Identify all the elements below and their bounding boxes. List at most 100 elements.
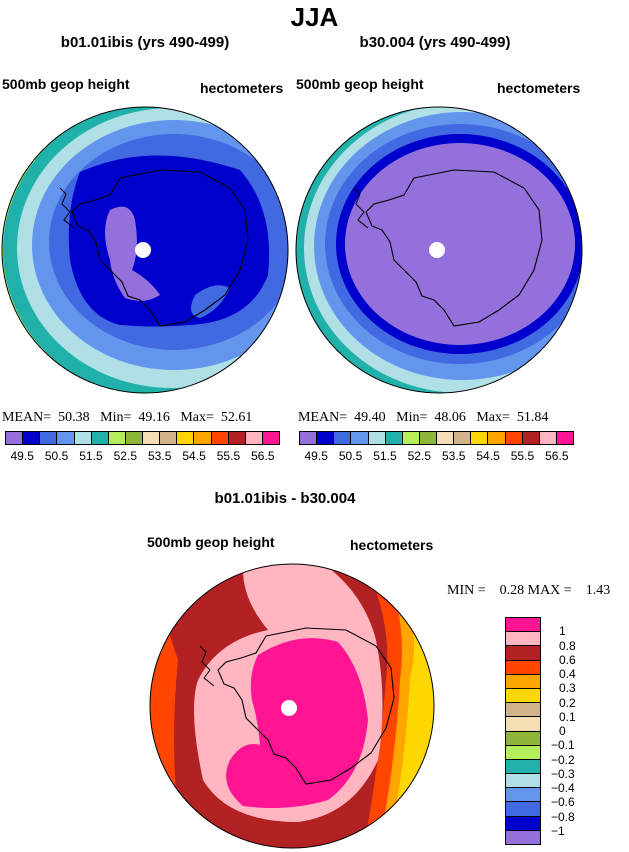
colorbar-swatch <box>108 432 126 444</box>
colorbar-swatch <box>488 432 506 444</box>
colorbar-swatch <box>194 432 212 444</box>
antarctica-coastline <box>365 169 543 327</box>
panel1-variable-label: 500mb geop height <box>2 76 130 92</box>
colorbar-swatch <box>300 432 318 444</box>
colorbar-swatch <box>539 432 557 444</box>
colorbar-swatch <box>506 788 540 803</box>
colorbar-swatch <box>506 816 540 831</box>
mean-label: MEAN= <box>2 410 52 425</box>
colorbar-swatch <box>506 688 540 704</box>
colorbar-tick-label: 52.5 <box>407 449 431 463</box>
colorbar-swatch <box>245 432 263 444</box>
colorbar-tick-label: −0.4 <box>551 781 575 795</box>
colorbar-swatch <box>506 774 540 789</box>
colorbar-tick-label: 0.4 <box>559 667 576 681</box>
max-value: 52.61 <box>220 410 253 425</box>
min-label: Min= <box>100 410 132 425</box>
min-label: Min= <box>396 410 428 425</box>
colorbar-swatch <box>211 432 229 444</box>
colorbar-swatch <box>506 632 540 647</box>
difference-colorbar-ticks: 1 0.8 0.6 0.4 0.3 0.2 0.1 0 −0.1 −0.2 −0.3 −0.4 −0.6… <box>551 617 611 845</box>
colorbar-tick-label: 0.8 <box>559 638 576 653</box>
colorbar-swatch <box>506 759 540 775</box>
colorbar-swatch <box>385 432 403 444</box>
panel1-units-label: hectometers <box>200 80 284 96</box>
colorbar-swatch <box>228 432 246 444</box>
pole-marker <box>429 242 445 258</box>
band-max <box>226 638 368 808</box>
colorbar-swatch <box>506 717 540 732</box>
colorbar-swatch <box>125 432 143 444</box>
colorbar-tick-label: 49.5 <box>304 449 328 463</box>
colorbar-swatch <box>23 432 41 444</box>
colorbar-swatch <box>522 432 540 444</box>
mean-value: 49.40 <box>354 410 386 425</box>
colorbar-swatch <box>506 618 540 633</box>
colorbar-swatch <box>57 432 75 444</box>
peninsula-coastline <box>199 645 215 687</box>
colorbar-tick-label: 49.5 <box>10 449 34 463</box>
colorbar-swatch <box>506 674 540 689</box>
min-value: 49.16 <box>138 410 170 425</box>
panel1-polar-map <box>1 106 289 394</box>
colorbar-tick-label: 56.5 <box>251 449 275 463</box>
band-49.75-tongue <box>191 285 230 318</box>
colorbar-swatch <box>506 802 540 817</box>
panel3-units-label: hectometers <box>350 537 434 553</box>
panel3-polar-map <box>149 563 435 849</box>
panel3-title: b01.01ibis - b30.004 <box>214 490 356 507</box>
max-value: 1.43 <box>585 583 611 598</box>
pole-marker <box>135 242 151 258</box>
colorbar-tick-label: −0.6 <box>551 795 575 810</box>
colorbar-swatch <box>334 432 352 444</box>
difference-colorbar <box>505 617 541 845</box>
peninsula-coastline <box>59 187 75 229</box>
mean-value: 50.38 <box>58 410 90 425</box>
band-min <box>345 143 575 345</box>
colorbar-tick-label: −1 <box>551 823 565 838</box>
colorbar-tick-label: 53.5 <box>442 449 466 463</box>
colorbar-swatch <box>437 432 455 444</box>
panel2-colorbar-ticks: 49.5 50.5 51.5 52.5 53.5 54.5 55.5 56.5 <box>299 449 574 463</box>
colorbar-swatch <box>160 432 178 444</box>
min-value: 48.06 <box>434 410 466 425</box>
colorbar-swatch <box>471 432 489 444</box>
panel2-polar-map <box>295 106 583 394</box>
colorbar-swatch <box>6 432 24 444</box>
panel2-title: b30.004 (yrs 490-499) <box>359 34 511 51</box>
colorbar-swatch <box>143 432 161 444</box>
colorbar-tick-label: 0.1 <box>559 709 576 724</box>
map-boundary <box>149 563 435 849</box>
colorbar-tick-label: 0.6 <box>559 652 576 667</box>
colorbar-swatch <box>91 432 109 444</box>
colorbar-swatch <box>177 432 195 444</box>
colorbar-tick-label: 1 <box>559 624 566 639</box>
band-49.5 <box>68 155 270 327</box>
colorbar-tick-label: −0.2 <box>551 752 575 767</box>
colorbar-swatch <box>368 432 386 444</box>
colorbar-tick-label: −0.1 <box>551 738 575 753</box>
panel3-stats: MIN = 0.28 MAX = 1.43 <box>447 583 610 599</box>
figure-title: JJA <box>290 2 339 32</box>
map-boundary <box>295 106 583 394</box>
panel1-colorbar-ticks: 49.5 50.5 51.5 52.5 53.5 54.5 55.5 56.5 <box>5 449 280 463</box>
colorbar-swatch <box>506 703 540 718</box>
colorbar-swatch <box>556 432 573 444</box>
colorbar-tick-label: 53.5 <box>148 449 172 463</box>
map-boundary <box>1 106 289 394</box>
colorbar-swatch <box>506 830 540 844</box>
colorbar-tick-label: 0.3 <box>559 681 576 696</box>
colorbar-swatch <box>317 432 335 444</box>
panel1-stats: MEAN= 50.38 Min= 49.16 Max= 52.61 <box>2 410 252 426</box>
colorbar-tick-label: 51.5 <box>79 449 103 463</box>
colorbar-swatch <box>40 432 58 444</box>
panel2-units-label: hectometers <box>497 80 581 96</box>
colorbar-tick-label: −0.3 <box>551 766 575 781</box>
panel2-variable-label: 500mb geop height <box>296 76 424 92</box>
pole-marker <box>281 700 297 716</box>
panel2-colorbar <box>299 431 574 445</box>
colorbar-tick-label: 55.5 <box>510 449 535 463</box>
colorbar-swatch <box>506 745 540 760</box>
colorbar-swatch <box>506 660 540 675</box>
min-value: 0.28 <box>499 583 525 598</box>
